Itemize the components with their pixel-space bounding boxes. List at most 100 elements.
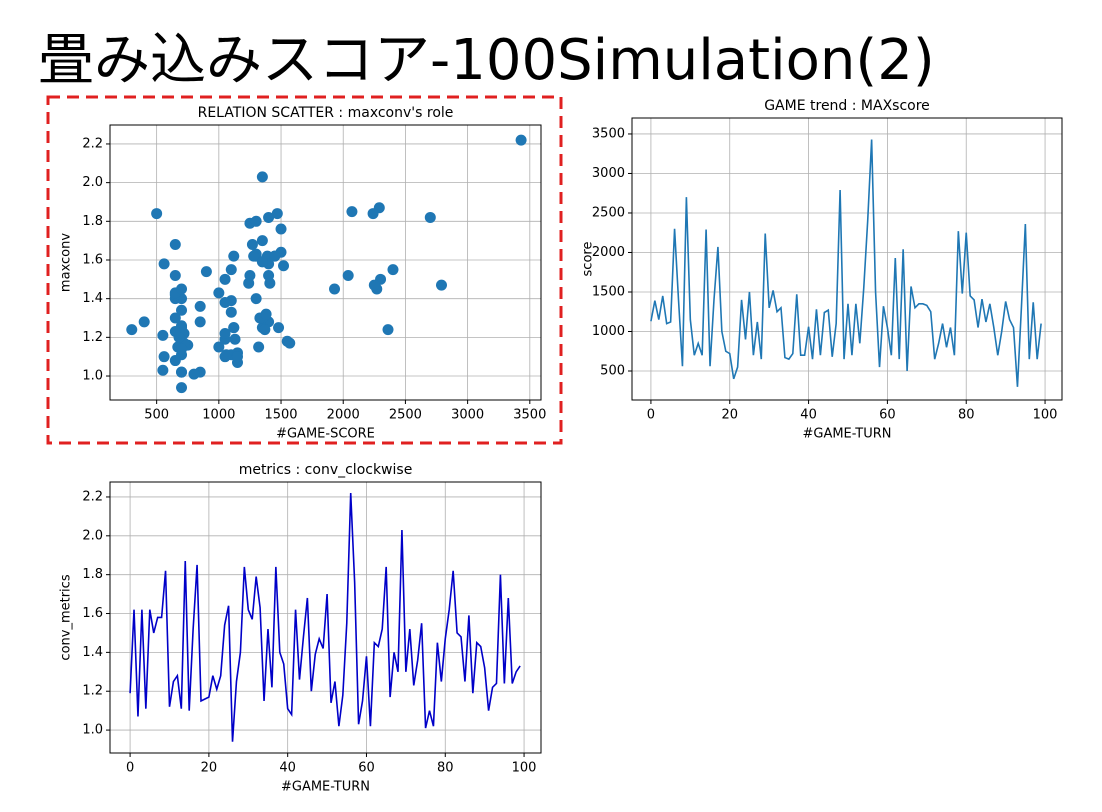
y-axis-label: maxconv — [59, 233, 74, 292]
x-tick-label: 2000 — [327, 408, 360, 423]
x-tick-label: 80 — [437, 761, 454, 776]
scatter-point — [169, 239, 181, 251]
x-tick-label: 1000 — [202, 408, 235, 423]
y-tick-label: 2.2 — [82, 489, 103, 504]
scatter-point — [367, 208, 379, 220]
y-tick-label: 2.0 — [82, 528, 103, 543]
scatter-point — [169, 312, 181, 324]
scatter-point — [228, 250, 240, 262]
scatter-point — [188, 368, 200, 380]
scatter-point — [231, 351, 243, 363]
y-tick-label: 2000 — [592, 245, 625, 260]
scatter-point — [126, 324, 138, 336]
y-tick-label: 1.6 — [82, 252, 103, 267]
scatter-point — [424, 211, 436, 223]
scatter-point — [158, 351, 170, 363]
chart-title: GAME trend : MAXscore — [764, 98, 930, 114]
scatter-point — [256, 256, 268, 268]
x-axis-label: #GAME-SCORE — [276, 427, 375, 442]
scatter-point — [248, 250, 260, 262]
scatter-point — [278, 260, 290, 272]
y-tick-label: 1.2 — [82, 330, 103, 345]
x-tick-label: 20 — [201, 761, 218, 776]
plot-frame — [109, 124, 542, 401]
x-tick-label: 0 — [647, 408, 655, 423]
scatter-point — [229, 333, 241, 345]
scatter-point — [219, 351, 231, 363]
scatter-point — [225, 264, 237, 276]
data-line — [650, 139, 1042, 387]
scatter-point — [138, 316, 150, 328]
scatter-point — [169, 355, 181, 367]
scatter-point — [346, 206, 358, 218]
y-tick-label: 500 — [600, 364, 625, 379]
scatter-point — [260, 308, 272, 320]
scatter-point — [225, 306, 237, 318]
scatter-point — [169, 269, 181, 281]
y-tick-label: 3500 — [592, 126, 625, 141]
x-tick-label: 0 — [126, 761, 134, 776]
scatter-point — [176, 304, 188, 316]
scatter-point — [228, 322, 240, 334]
highlight-box — [46, 95, 563, 445]
scatter-point — [246, 239, 258, 251]
y-tick-label: 1.6 — [82, 606, 103, 621]
scatter-point — [368, 279, 380, 291]
y-tick-label: 1.4 — [82, 291, 103, 306]
scatter-point — [382, 324, 394, 336]
scatter-point — [269, 250, 281, 262]
scatter-point — [219, 327, 231, 339]
scatter-point — [194, 316, 206, 328]
x-tick-label: 40 — [800, 408, 817, 423]
scatter-point — [250, 293, 262, 305]
chart-title: RELATION SCATTER : maxconv's role — [198, 105, 454, 121]
scatter-point — [256, 235, 268, 247]
y-tick-label: 1500 — [592, 284, 625, 299]
scatter-point — [435, 279, 447, 291]
scatter-point — [169, 326, 181, 338]
x-tick-label: 3000 — [451, 408, 484, 423]
x-axis-label: #GAME-TURN — [281, 780, 370, 795]
x-tick-label: 2500 — [389, 408, 422, 423]
scatter-point — [250, 215, 262, 227]
scatter-point — [256, 171, 268, 183]
scatter-point — [259, 324, 271, 336]
x-tick-label: 3500 — [513, 408, 546, 423]
scatter-point — [194, 300, 206, 312]
scatter-point — [151, 208, 163, 220]
scatter-point — [271, 208, 283, 220]
y-tick-label: 1.0 — [82, 723, 103, 738]
y-tick-label: 2500 — [592, 205, 625, 220]
y-tick-label: 2.2 — [82, 136, 103, 151]
x-tick-label: 1500 — [264, 408, 297, 423]
x-tick-label: 500 — [144, 408, 169, 423]
scatter-point — [329, 283, 341, 295]
scatter-point — [176, 343, 188, 355]
y-tick-label: 1000 — [592, 324, 625, 339]
y-tick-label: 2.0 — [82, 175, 103, 190]
x-tick-label: 60 — [358, 761, 375, 776]
scatter-point — [213, 287, 225, 299]
slide-title: 畳み込みスコア-100Simulation(2) — [38, 28, 935, 93]
y-tick-label: 1.8 — [82, 214, 103, 229]
scatter-point — [176, 382, 188, 394]
scatter-point — [157, 364, 169, 376]
scatter-point — [176, 366, 188, 378]
x-tick-label: 60 — [879, 408, 896, 423]
chart-title: metrics : conv_clockwise — [239, 462, 413, 478]
y-tick-label: 1.4 — [82, 645, 103, 660]
scatter-point — [158, 258, 170, 270]
plot-frame — [109, 481, 542, 754]
scatter-point — [387, 264, 399, 276]
data-line — [129, 493, 521, 742]
x-tick-label: 20 — [721, 408, 738, 423]
scatter-point — [244, 269, 256, 281]
scatter-point — [275, 223, 287, 235]
scatter-point — [263, 211, 275, 223]
y-tick-label: 3000 — [592, 166, 625, 181]
y-tick-label: 1.0 — [82, 369, 103, 384]
scatter-point — [273, 322, 285, 334]
y-axis-label: score — [581, 242, 596, 277]
x-tick-label: 100 — [1033, 408, 1058, 423]
